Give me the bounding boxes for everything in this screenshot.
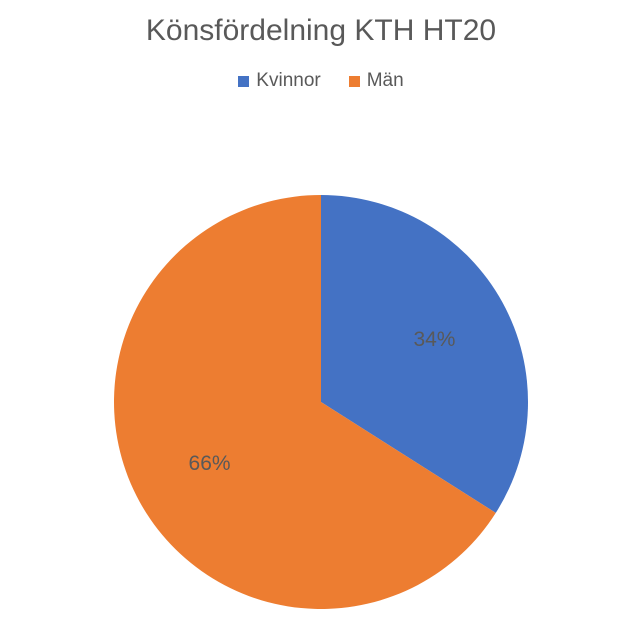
chart-legend: Kvinnor Män — [0, 70, 642, 92]
pie-area: 34% 66% — [114, 195, 528, 609]
slice-label-kvinnor: 34% — [413, 328, 455, 352]
chart-title: Könsfördelning KTH HT20 — [0, 0, 642, 48]
pie-chart-container: Könsfördelning KTH HT20 Kvinnor Män 34% … — [0, 0, 642, 639]
pie-svg — [114, 195, 528, 609]
legend-item-kvinnor: Kvinnor — [238, 70, 320, 92]
legend-swatch-man — [349, 76, 360, 87]
legend-swatch-kvinnor — [238, 76, 249, 87]
legend-label-man: Män — [367, 70, 404, 92]
legend-label-kvinnor: Kvinnor — [256, 70, 320, 92]
legend-item-man: Män — [349, 70, 404, 92]
slice-label-man: 66% — [189, 452, 231, 476]
